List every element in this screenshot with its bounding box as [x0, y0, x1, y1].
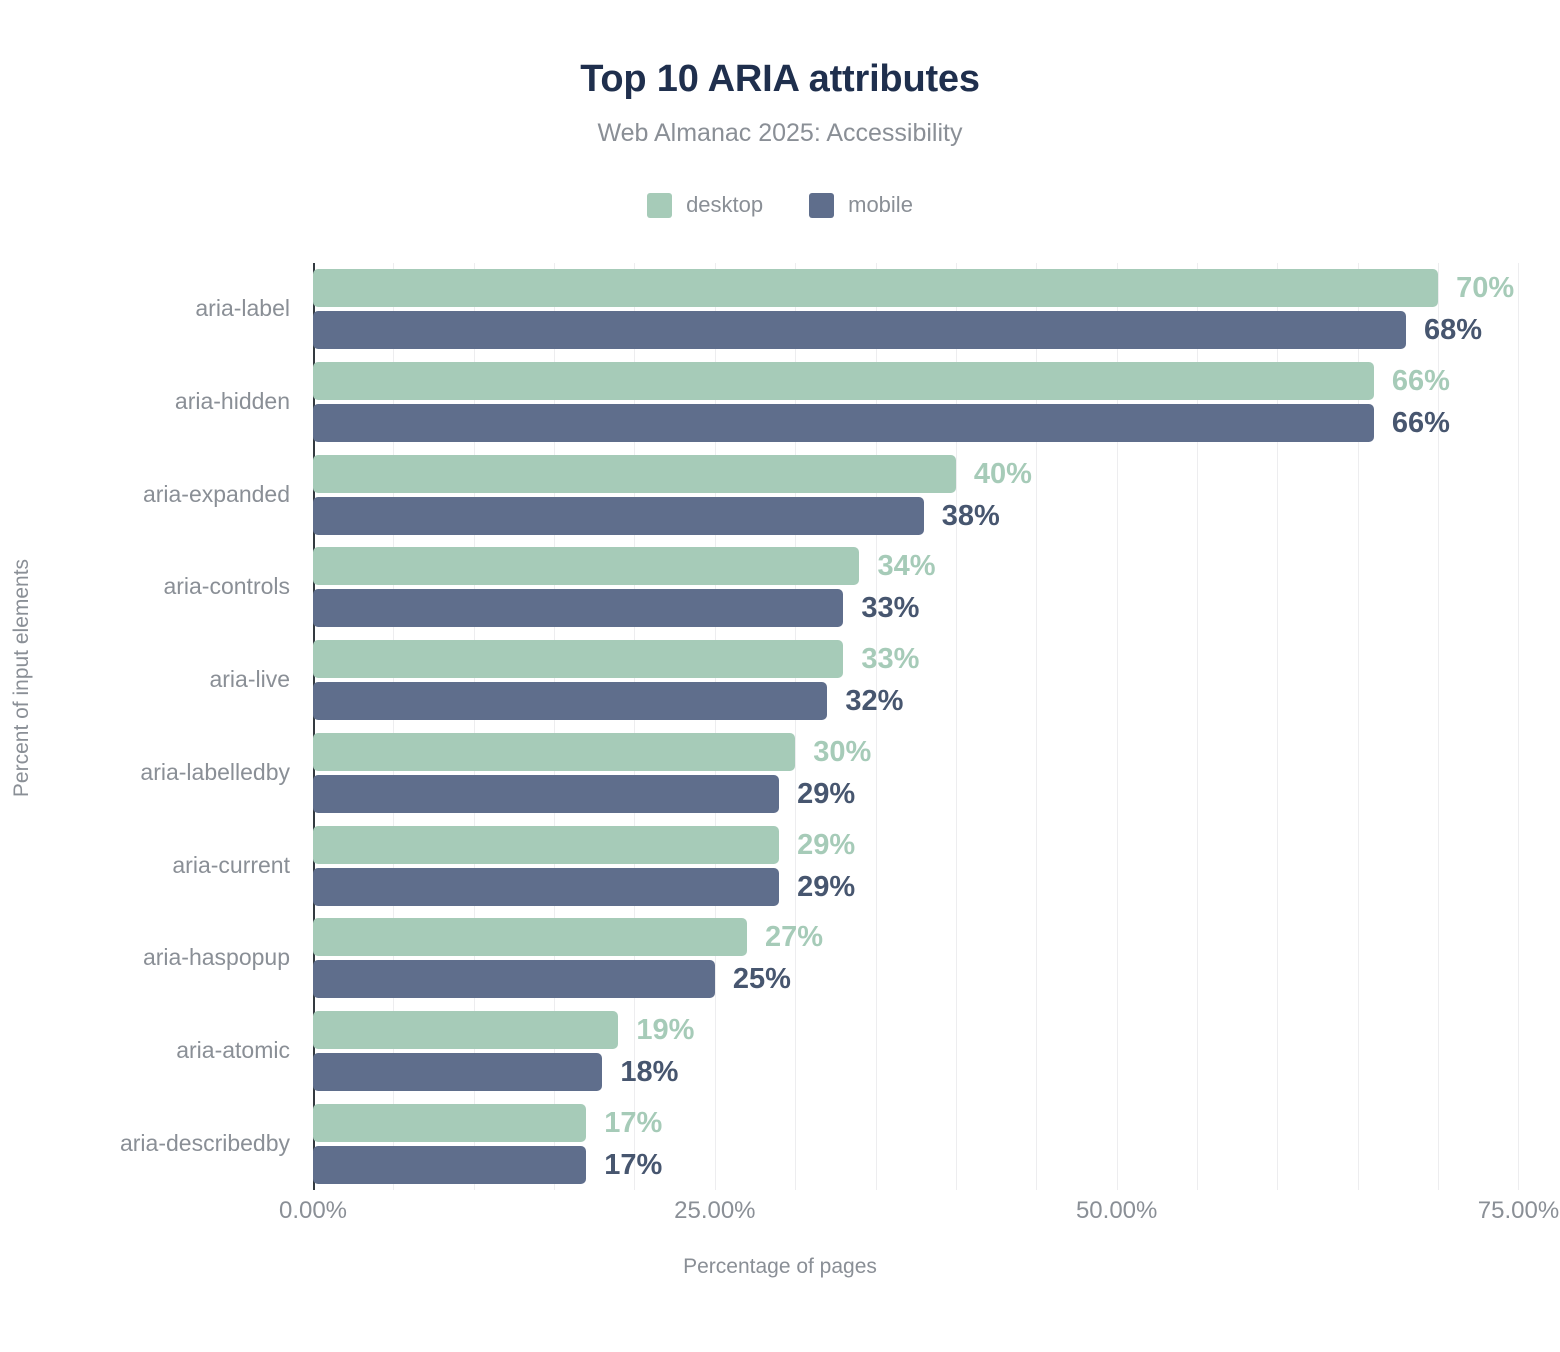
bar-value-mobile-aria-labelledby: 29% [797, 777, 856, 810]
x-tick-50.00%: 50.00% [1075, 1197, 1158, 1224]
bar-value-desktop-aria-live: 33% [861, 643, 920, 676]
bar-value-mobile-aria-hidden: 66% [1391, 407, 1450, 440]
bar-mobile-aria-atomic[interactable] [313, 1052, 603, 1091]
bar-value-mobile-aria-live: 32% [845, 685, 904, 718]
bar-desktop-aria-current[interactable] [313, 825, 780, 864]
bar-value-mobile-aria-controls: 33% [861, 592, 920, 625]
bar-mobile-aria-expanded[interactable] [313, 496, 924, 535]
y-axis-title: Percent of input elements [10, 558, 33, 798]
gridline [473, 263, 475, 1190]
bar-value-mobile-aria-label: 68% [1423, 314, 1483, 347]
y-tick-aria-haspopup: aria-haspopup [142, 944, 290, 971]
legend-label-mobile: mobile [848, 192, 913, 217]
x-tick-75.00%: 75.00% [1477, 1197, 1560, 1224]
bar-value-mobile-aria-current: 29% [797, 870, 856, 903]
y-tick-aria-label: aria-label [195, 295, 290, 322]
gridline [1277, 263, 1279, 1190]
y-tick-aria-labelledby: aria-labelledby [140, 758, 290, 785]
gridline [634, 263, 636, 1190]
x-tick-25.00%: 25.00% [674, 1197, 756, 1224]
bar-mobile-aria-label[interactable] [313, 311, 1406, 350]
gridline [795, 263, 797, 1190]
y-tick-aria-describedby: aria-describedby [119, 1129, 290, 1156]
gridline [1197, 263, 1199, 1190]
bar-desktop-aria-live[interactable] [313, 640, 844, 679]
bar-value-mobile-aria-expanded: 38% [941, 499, 1000, 532]
y-tick-aria-controls: aria-controls [163, 573, 290, 600]
bar-value-desktop-aria-controls: 34% [877, 550, 936, 583]
legend-item-desktop[interactable]: desktop [647, 192, 763, 218]
bar-desktop-aria-describedby[interactable] [313, 1103, 587, 1142]
legend-item-mobile[interactable]: mobile [809, 192, 913, 218]
x-axis-title: Percentage of pages [683, 1255, 877, 1278]
y-tick-aria-live: aria-live [209, 666, 290, 693]
legend-label-desktop: desktop [686, 192, 764, 217]
bar-desktop-aria-atomic[interactable] [313, 1010, 619, 1049]
y-axis-line [313, 263, 315, 1190]
bar-value-desktop-aria-hidden: 66% [1391, 365, 1450, 398]
legend-swatch-desktop [647, 192, 673, 218]
gridline [1357, 263, 1359, 1190]
bar-desktop-aria-hidden[interactable] [313, 362, 1374, 401]
gridline [875, 263, 877, 1190]
chart-legend: desktop mobile [0, 192, 1560, 218]
bar-desktop-aria-label[interactable] [313, 269, 1439, 308]
bar-mobile-aria-haspopup[interactable] [313, 960, 715, 999]
bar-mobile-aria-describedby[interactable] [313, 1145, 587, 1184]
bar-desktop-aria-controls[interactable] [313, 547, 860, 586]
bar-mobile-aria-controls[interactable] [313, 589, 844, 628]
gridline [714, 263, 716, 1190]
plot-area: 70% 68% 66% 66% 40% 38% 34% 33% 33% 32% 30% 29% 29% 2… [313, 263, 1541, 1190]
bar-mobile-aria-current[interactable] [313, 867, 780, 906]
y-tick-aria-expanded: aria-expanded [142, 480, 290, 507]
bar-value-desktop-aria-label: 70% [1456, 272, 1515, 305]
bar-value-desktop-aria-atomic: 19% [636, 1013, 695, 1046]
page-title: Top 10 ARIA attributes [580, 58, 980, 100]
gridline [554, 263, 556, 1190]
bar-value-desktop-aria-current: 29% [797, 828, 856, 861]
bar-value-mobile-aria-describedby: 17% [604, 1148, 663, 1181]
bar-value-desktop-aria-haspopup: 27% [764, 921, 824, 954]
bar-desktop-aria-haspopup[interactable] [313, 918, 747, 957]
y-tick-aria-hidden: aria-hidden [174, 388, 290, 415]
bar-mobile-aria-labelledby[interactable] [313, 774, 780, 813]
gridline [1438, 263, 1440, 1190]
chart-header: Top 10 ARIA attributes Web Almanac 2025:… [0, 0, 1560, 148]
bar-value-mobile-aria-haspopup: 25% [732, 963, 791, 996]
legend-swatch-mobile [809, 192, 835, 218]
chart-subtitle: Web Almanac 2025: Accessibility [597, 119, 963, 147]
gridline [955, 263, 957, 1190]
bar-desktop-aria-expanded[interactable] [313, 454, 956, 493]
bar-value-desktop-aria-labelledby: 30% [813, 735, 872, 768]
bar-value-desktop-aria-expanded: 40% [973, 457, 1032, 490]
bar-mobile-aria-hidden[interactable] [313, 404, 1374, 443]
gridline [1036, 263, 1038, 1190]
y-tick-aria-current: aria-current [172, 851, 290, 878]
gridline [1518, 263, 1520, 1190]
y-tick-aria-atomic: aria-atomic [176, 1036, 290, 1063]
bar-desktop-aria-labelledby[interactable] [313, 732, 796, 771]
bar-value-desktop-aria-describedby: 17% [604, 1106, 663, 1139]
bar-value-mobile-aria-atomic: 18% [620, 1055, 679, 1088]
gridline [1116, 263, 1118, 1190]
bar-mobile-aria-live[interactable] [313, 682, 828, 721]
gridline [393, 263, 395, 1190]
x-tick-0.00%: 0.00% [278, 1197, 348, 1224]
